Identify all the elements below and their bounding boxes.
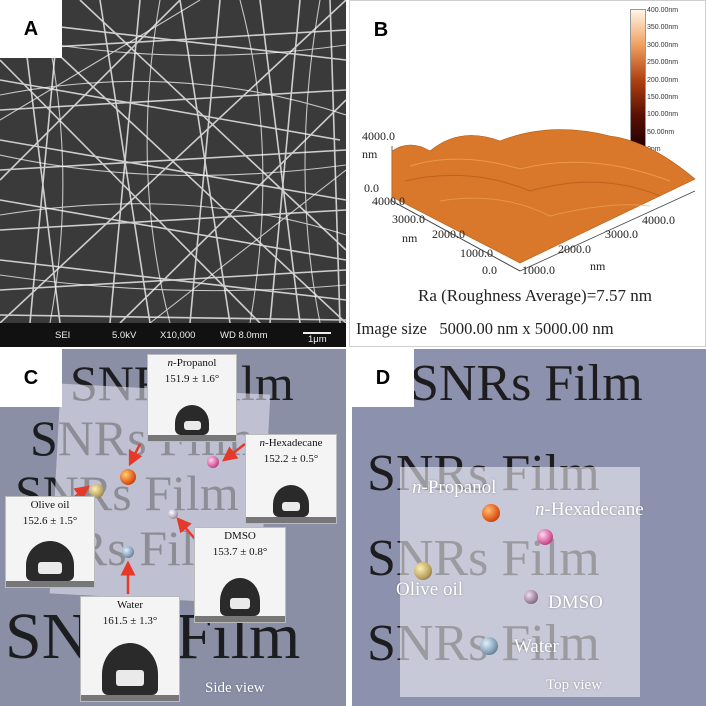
contact-angle-drop [273, 485, 309, 517]
contact-angle-drop [102, 643, 158, 695]
panel-label-c: C [0, 349, 62, 407]
x-tick-2000: 2000.0 [558, 242, 591, 256]
side-view-label: Side view [205, 680, 265, 696]
sem-magnification: X10,000 [160, 330, 196, 341]
droplet-olive-oil [90, 484, 104, 498]
image-size-label: Image size 5000.00 nm x 5000.00 nm [356, 319, 614, 338]
droplet-olive-oil [414, 562, 432, 580]
bg-text-1: SNRs Film [410, 355, 643, 412]
contact-angle-drop [175, 405, 209, 435]
scale-bar-label: 1μm [308, 334, 327, 345]
droplet-dmso [524, 590, 538, 604]
angle-water: 161.5 ± 1.3° [102, 615, 158, 627]
z-axis-unit: nm [362, 147, 378, 161]
x-axis-unit: nm [590, 259, 606, 273]
y-axis-unit: nm [402, 231, 418, 245]
panel-b-afm: B 400.00nm 350.00nm 300.00nm 250.00nm 200.… [349, 0, 706, 347]
sem-voltage: 5.0kV [112, 330, 137, 341]
y-tick-1000: 1000.0 [460, 246, 493, 260]
inset-olive-oil: Olive oil 152.6 ± 1.5° [5, 496, 95, 588]
snrs-film-sheet [400, 467, 640, 697]
x-tick-1000: 1000.0 [522, 263, 555, 277]
afm-3d-surface [391, 129, 696, 272]
sem-working-distance: WD 8.0mm [220, 330, 268, 341]
inset-dmso: DMSO 153.7 ± 0.8° [194, 527, 286, 623]
label-dmso: DMSO [548, 592, 603, 613]
panel-a-sem-image: A SEI 5.0kV X10,000 WD 8.0mm 1μm [0, 0, 346, 347]
inset-water: Water 161.5 ± 1.3° [80, 596, 180, 702]
droplet-dmso [168, 509, 178, 519]
y-tick-2000: 2000.0 [432, 227, 465, 241]
label-hexadecane: n-Hexadecane [535, 499, 644, 520]
panel-label-a: A [0, 0, 62, 58]
angle-hexadecane: 152.2 ± 0.5° [263, 453, 319, 465]
nanofiber-mesh [0, 0, 346, 323]
y-tick-3000: 3000.0 [392, 212, 425, 226]
indicator-arrows [71, 443, 246, 594]
panel-c-side-view: SNRs Film SNRs Film SNRs Film SNRs Film … [0, 349, 346, 706]
z-axis-top: 4000.0 [362, 129, 395, 143]
angle-olive-oil: 152.6 ± 1.5° [22, 515, 78, 527]
x-tick-3000: 3000.0 [605, 227, 638, 241]
droplet-propanol [482, 504, 500, 522]
panel-label-d: D [352, 349, 414, 407]
x-tick-4000: 4000.0 [642, 213, 675, 227]
afm-surface [391, 129, 696, 264]
panel-label-b: B [350, 1, 412, 59]
droplet-propanol [120, 469, 136, 485]
sem-mode: SEI [55, 330, 71, 341]
colorbar-ticks: 400.00nm 350.00nm 300.00nm 250.00nm 200.00… [647, 7, 679, 153]
inset-propanol: n-Propanol 151.9 ± 1.6° [147, 354, 237, 442]
label-water: Water [514, 636, 559, 657]
angle-propanol: 151.9 ± 1.6° [164, 373, 220, 385]
top-view-label: Top view [546, 677, 603, 693]
y-tick-0: 0.0 [482, 263, 497, 277]
droplet-water [122, 546, 134, 558]
y-tick-4000: 4000.0 [372, 194, 405, 208]
z-axis-bottom: 0.0 [364, 181, 379, 195]
panel-d-top-view: SNRs Film SNRs Film SNRs Film SNRs Film … [352, 349, 706, 706]
label-olive-oil: Olive oil [396, 579, 464, 600]
droplet-hexadecane [207, 456, 219, 468]
contact-angle-drop [26, 541, 74, 581]
scale-bar [303, 332, 331, 334]
label-propanol: n-Propanol [412, 477, 497, 498]
angle-dmso: 153.7 ± 0.8° [212, 546, 268, 558]
roughness-label: Ra (Roughness Average)=7.57 nm [418, 286, 653, 305]
droplet-water [480, 637, 498, 655]
sem-info-bar: SEI 5.0kV X10,000 WD 8.0mm 1μm [0, 323, 346, 347]
inset-hexadecane: n-Hexadecane 152.2 ± 0.5° [245, 434, 337, 524]
droplet-hexadecane [537, 529, 553, 545]
contact-angle-drop [220, 578, 260, 616]
